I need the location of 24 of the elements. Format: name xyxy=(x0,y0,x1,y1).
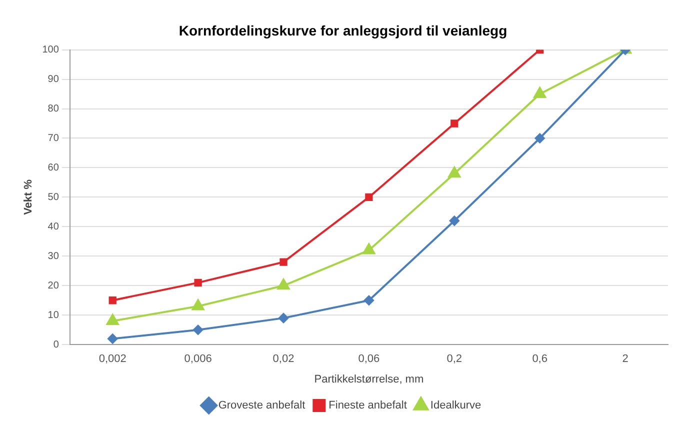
y-tick-label: 70 xyxy=(48,132,60,144)
legend-label: Groveste anbefalt xyxy=(218,400,306,412)
y-tick-label: 10 xyxy=(48,310,60,321)
y-tick-label: 100 xyxy=(42,44,60,56)
x-axis-title: Partikkelstørrelse, mm xyxy=(314,373,424,386)
y-tick-label: 20 xyxy=(48,280,60,292)
x-tick-label: 0,006 xyxy=(184,353,212,366)
x-tick-label: 0,002 xyxy=(98,353,126,366)
y-axis-title: Vekt % xyxy=(22,179,35,215)
y-tick-label: 50 xyxy=(48,192,60,203)
y-tick-label: 80 xyxy=(48,104,60,115)
legend-label: Fineste anbefalt xyxy=(328,400,407,412)
chart-title: Kornfordelingskurve for anleggsjord til veianlegg xyxy=(178,22,508,38)
y-tick-label: 60 xyxy=(48,162,60,174)
y-tick-label: 90 xyxy=(48,74,60,86)
x-tick-label: 0,6 xyxy=(532,353,548,366)
y-tick-label: 40 xyxy=(48,221,60,232)
x-tick-label: 2 xyxy=(622,353,628,366)
x-tick-label: 0,2 xyxy=(446,353,462,366)
legend-label: Idealkurve xyxy=(430,400,482,412)
x-tick-label: 0,02 xyxy=(272,353,294,366)
x-tick-label: 0,06 xyxy=(358,353,380,366)
y-tick-label: 30 xyxy=(48,250,60,262)
y-tick-label: 0 xyxy=(53,339,60,350)
